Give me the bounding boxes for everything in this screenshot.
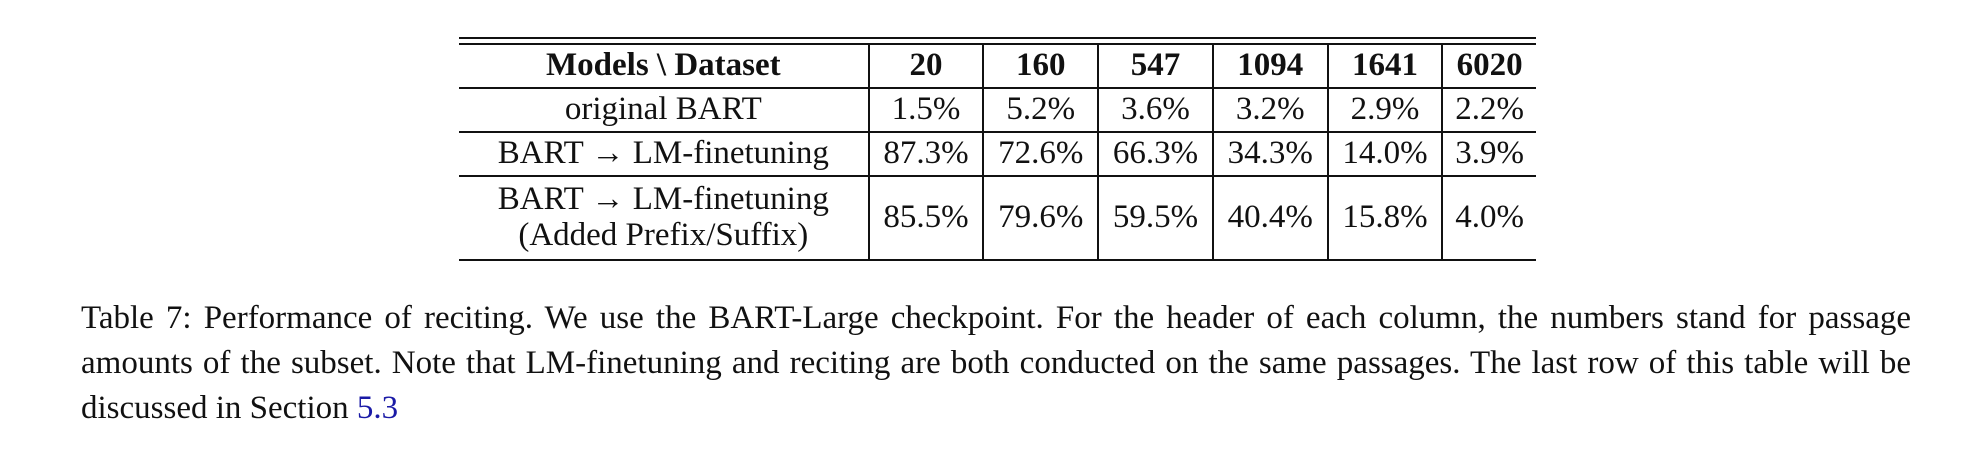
header-1094: 1094	[1211, 43, 1328, 88]
value-cell: 2.2%	[1441, 87, 1536, 132]
value-cell: 59.5%	[1097, 175, 1213, 261]
value-cell: 1.5%	[867, 87, 984, 132]
value-cell: 15.8%	[1326, 175, 1443, 261]
table-top-rule	[459, 37, 1536, 39]
table-row: BART → LM-finetuning 87.3% 72.6% 66.3% 3…	[459, 131, 1536, 176]
value-cell: 40.4%	[1211, 175, 1328, 261]
caption-text: Table 7: Performance of reciting. We use…	[81, 300, 1911, 426]
value-cell: 4.0%	[1441, 175, 1536, 261]
value-cell: 3.6%	[1097, 87, 1213, 132]
value-cell: 87.3%	[867, 131, 984, 176]
header-1641: 1641	[1326, 43, 1443, 88]
model-name-cell: BART → LM-finetuning (Added Prefix/Suffi…	[459, 175, 869, 261]
table-row: original BART 1.5% 5.2% 3.6% 3.2% 2.9% 2…	[459, 87, 1536, 132]
header-6020: 6020	[1441, 43, 1536, 88]
model-name-line: (Added Prefix/Suffix)	[518, 217, 809, 253]
value-cell: 14.0%	[1326, 131, 1443, 176]
value-cell: 2.9%	[1326, 87, 1443, 132]
header-models-dataset: Models \ Dataset	[459, 43, 869, 88]
value-cell: 3.2%	[1211, 87, 1328, 132]
value-cell: 5.2%	[982, 87, 1099, 132]
value-cell: 66.3%	[1097, 131, 1213, 176]
value-cell: 72.6%	[982, 131, 1099, 176]
model-name-cell: BART → LM-finetuning	[459, 131, 869, 176]
value-cell: 85.5%	[867, 175, 984, 261]
table-row: BART → LM-finetuning (Added Prefix/Suffi…	[459, 175, 1536, 261]
results-table-container: Models \ Dataset 20 160 547 1094 1641 60…	[459, 37, 1536, 261]
results-table: Models \ Dataset 20 160 547 1094 1641 60…	[459, 43, 1536, 261]
value-cell: 79.6%	[982, 175, 1099, 261]
header-547: 547	[1097, 43, 1213, 88]
model-name-line: BART → LM-finetuning	[497, 181, 829, 218]
value-cell: 3.9%	[1441, 131, 1536, 176]
section-reference-link[interactable]: 5.3	[356, 390, 399, 426]
header-160: 160	[982, 43, 1099, 88]
table-caption: Table 7: Performance of reciting. We use…	[81, 296, 1911, 431]
header-20: 20	[867, 43, 984, 88]
value-cell: 34.3%	[1211, 131, 1328, 176]
table-header-row: Models \ Dataset 20 160 547 1094 1641 60…	[459, 43, 1536, 88]
model-name-cell: original BART	[459, 87, 869, 132]
